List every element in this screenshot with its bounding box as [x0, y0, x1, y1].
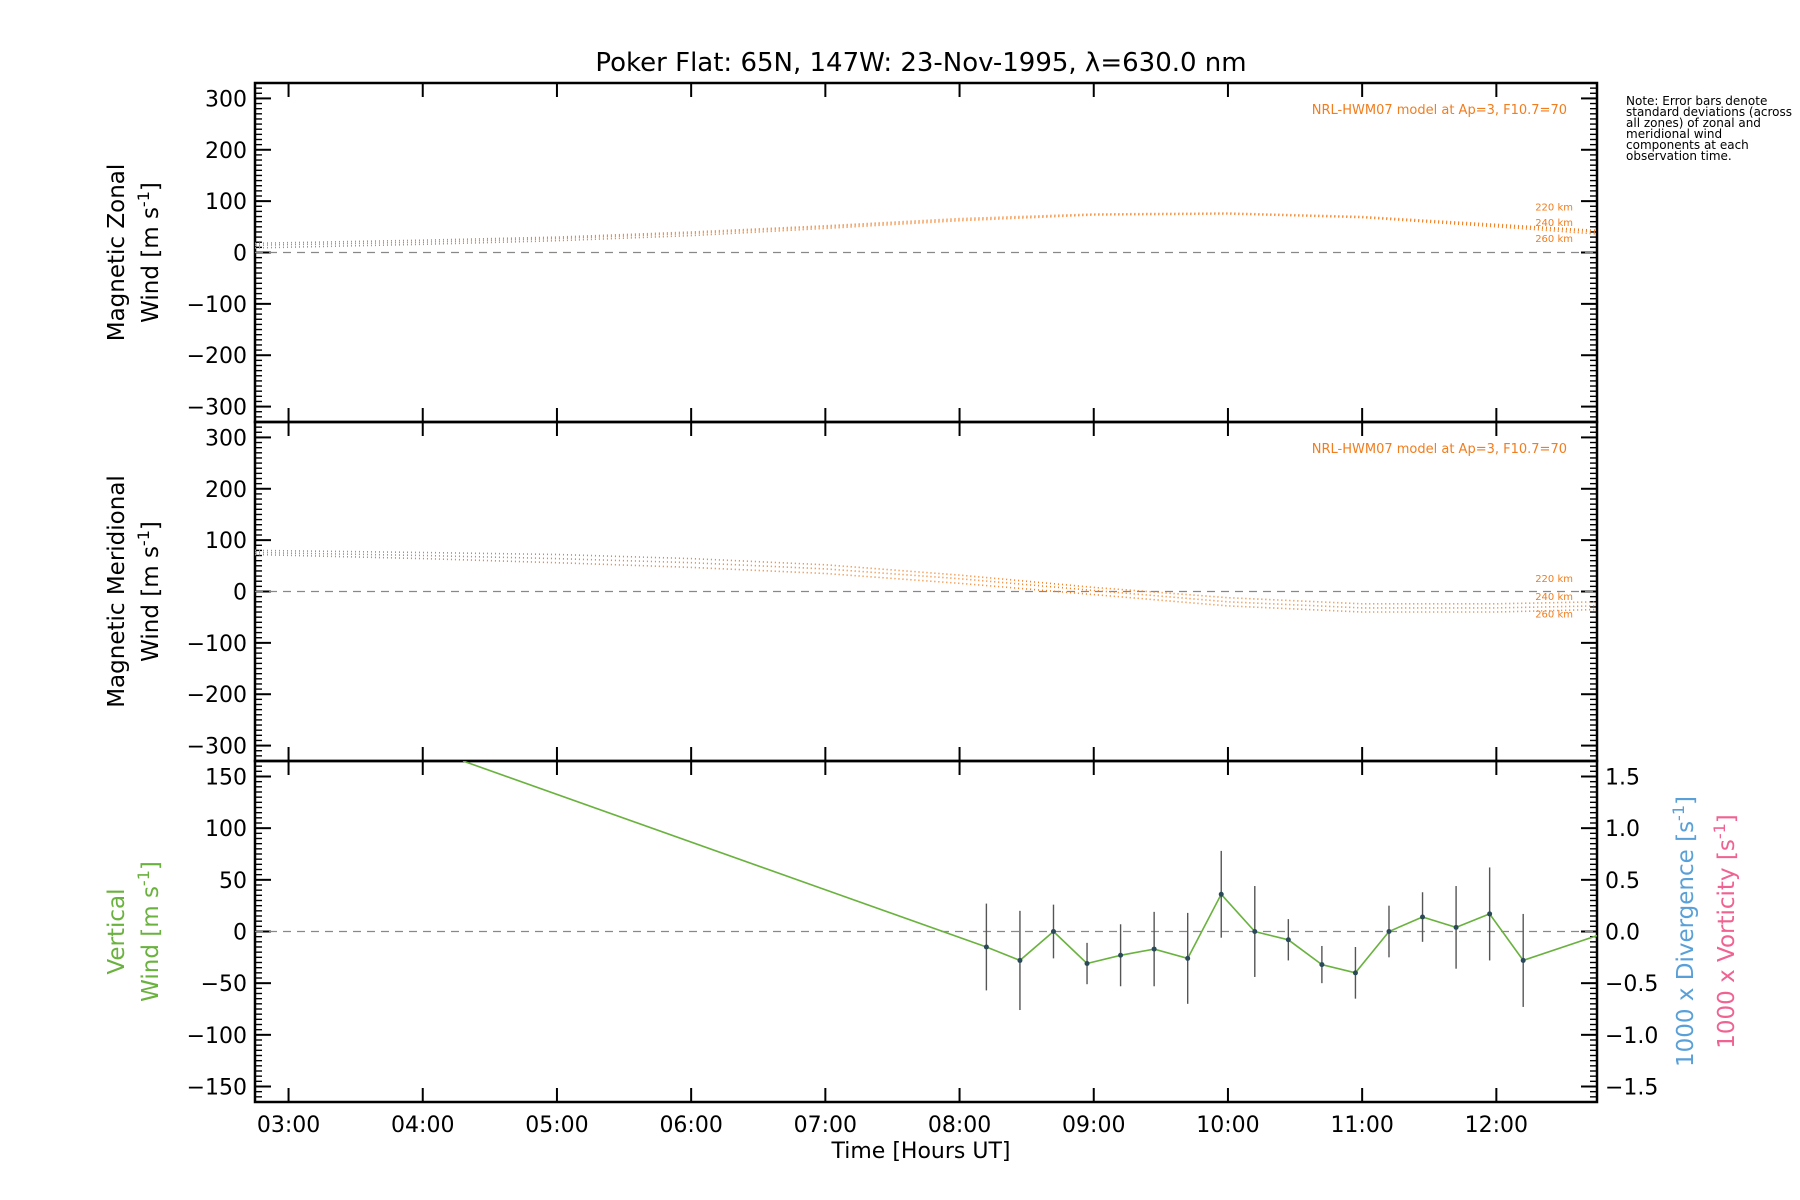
- x-tick-label: 09:00: [1062, 1113, 1125, 1138]
- x-tick-label: 04:00: [391, 1113, 454, 1138]
- panel-zonal: 300 200 100 0 −100 −200 −300 Magnetic Zonal Wind…: [104, 81, 1599, 424]
- chart-title: Poker Flat: 65N, 147W: 23-Nov-1995, λ=63…: [595, 48, 1246, 78]
- vertical-wind-point: [1252, 929, 1258, 934]
- model-label: NRL-HWM07 model at Ap=3, F10.7=70: [1312, 442, 1567, 457]
- y-tick-label: −100: [187, 293, 247, 318]
- vertical-wind-point: [1185, 955, 1191, 961]
- right-axis-label-divergence: 1000 x Divergence [s-1]: [1669, 796, 1699, 1067]
- x-tick-label: 03:00: [257, 1113, 320, 1138]
- right-tick-label: −1.0: [1605, 1024, 1658, 1049]
- right-tick-label: 1.0: [1605, 817, 1640, 842]
- model-line-240km: [255, 212, 1597, 247]
- y-axis-label-line2: Wind [m s-1]: [134, 182, 164, 323]
- model-series-group: [255, 212, 1597, 249]
- y-axis-label-line2: Wind [m s-1]: [134, 861, 164, 1002]
- model-series-label: 220 km: [1535, 574, 1573, 585]
- y-tick-label: 100: [205, 529, 247, 554]
- vertical-wind-point: [1453, 924, 1459, 930]
- x-tick-label: 11:00: [1330, 1113, 1393, 1138]
- y-tick-label: 0: [233, 921, 247, 946]
- model-line-240km: [255, 551, 1597, 609]
- y-tick-label: 300: [205, 87, 247, 112]
- right-tick-label: 1.5: [1605, 766, 1640, 791]
- x-tick-label: 08:00: [928, 1113, 991, 1138]
- vertical-wind-point: [1218, 891, 1224, 897]
- y-axis-label-line1: Vertical: [104, 888, 130, 974]
- y-tick-label: 0: [233, 581, 247, 606]
- vertical-wind-point: [1319, 962, 1325, 968]
- right-axis-label-vorticity: 1000 x Vorticity [s-1]: [1710, 814, 1740, 1049]
- error-bar-note: Note: Error bars denote standard deviati…: [1626, 94, 1793, 163]
- y-tick-label: −300: [187, 735, 247, 760]
- y-tick-label: 0: [233, 242, 247, 267]
- y-tick-label: 100: [205, 817, 247, 842]
- x-axis-label: Time [Hours UT]: [831, 1139, 1011, 1164]
- right-tick-label: 0.5: [1605, 869, 1640, 894]
- vertical-wind-point: [983, 944, 989, 950]
- y-tick-label: −200: [187, 683, 247, 708]
- y-tick-label: 200: [205, 139, 247, 164]
- y-tick-label: −100: [187, 1024, 247, 1049]
- vertical-series-group: [462, 761, 1597, 1011]
- y-tick-label: 100: [205, 190, 247, 215]
- right-tick-label: 0.0: [1605, 921, 1640, 946]
- right-tick-label: −1.5: [1605, 1076, 1658, 1101]
- model-line-260km: [255, 553, 1597, 613]
- panel-vertical: 150 100 50 0 −50 −100 −150 1.5 1.0 0.5 0.0 −0.5 −1.0…: [104, 759, 1740, 1138]
- model-series-label: 240 km: [1535, 218, 1573, 229]
- y-tick-label: 50: [219, 869, 247, 894]
- vertical-wind-point: [1017, 957, 1023, 963]
- vertical-wind-point: [1151, 946, 1157, 952]
- vertical-wind-line: [462, 761, 1597, 974]
- y-axis-label-line1: Magnetic Meridional: [104, 475, 130, 708]
- vertical-wind-point: [1285, 937, 1291, 943]
- x-tick-label: 06:00: [659, 1113, 722, 1138]
- y-tick-label: −100: [187, 632, 247, 657]
- vertical-wind-point: [1520, 957, 1526, 963]
- model-series-label: 260 km: [1535, 609, 1573, 620]
- model-line-220km: [255, 212, 1597, 245]
- x-tick-label: 07:00: [794, 1113, 857, 1138]
- model-series-label: 260 km: [1535, 234, 1573, 245]
- vertical-wind-point: [1352, 970, 1358, 976]
- y-tick-label: −150: [187, 1076, 247, 1101]
- x-tick-label: 12:00: [1465, 1113, 1528, 1138]
- y-tick-label: −300: [187, 396, 247, 421]
- y-axis-label-line1: Magnetic Zonal: [104, 164, 130, 342]
- model-line-220km: [255, 549, 1597, 605]
- y-tick-label: −200: [187, 344, 247, 369]
- vertical-wind-point: [1084, 961, 1090, 967]
- panel-meridional: 300 200 100 0 −100 −200 −300 Magnetic Meridiona…: [104, 420, 1599, 763]
- model-label: NRL-HWM07 model at Ap=3, F10.7=70: [1312, 103, 1567, 118]
- model-line-260km: [255, 213, 1597, 249]
- vertical-wind-point: [1420, 914, 1426, 920]
- right-tick-label: −0.5: [1605, 972, 1658, 997]
- x-tick-label: 10:00: [1196, 1113, 1259, 1138]
- vertical-wind-point: [1386, 929, 1392, 934]
- x-tick-label: 05:00: [525, 1113, 588, 1138]
- model-series-group: [255, 549, 1597, 613]
- y-tick-label: −50: [201, 972, 247, 997]
- y-tick-label: 150: [205, 766, 247, 791]
- y-tick-label: 300: [205, 426, 247, 451]
- vertical-wind-point: [1118, 952, 1124, 958]
- model-series-label: 220 km: [1535, 202, 1573, 213]
- model-series-label: 240 km: [1535, 592, 1573, 603]
- y-axis-label-line2: Wind [m s-1]: [134, 521, 164, 662]
- y-tick-label: 200: [205, 478, 247, 503]
- vertical-wind-point: [1487, 911, 1493, 917]
- vertical-wind-point: [1050, 929, 1056, 934]
